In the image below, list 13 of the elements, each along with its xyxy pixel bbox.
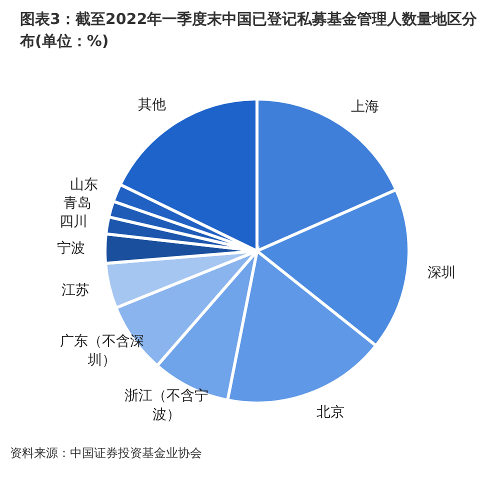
slice-label: 上海 (350, 98, 379, 115)
slice-label: 青岛 (64, 196, 92, 212)
text: 资料来源：中国证券投资基金业协会 (9, 445, 203, 462)
slice-label: 宁波 (57, 240, 86, 256)
slice-label: 其他 (138, 97, 166, 114)
slice-label: 深圳 (428, 265, 456, 282)
chart-title: 图表3：截至2022年一季度末中国已登记私募基金管理人数量地区分布(单位：%) (18, 9, 478, 52)
slice-label: 浙江（不含宁波） (124, 388, 208, 423)
slice-label: 四川 (59, 214, 88, 230)
slice-label: 北京 (316, 404, 344, 420)
slice-label: 山东 (70, 177, 98, 194)
slice-label: 江苏 (62, 282, 90, 299)
slice-label: 广东（不含深圳） (60, 333, 144, 368)
